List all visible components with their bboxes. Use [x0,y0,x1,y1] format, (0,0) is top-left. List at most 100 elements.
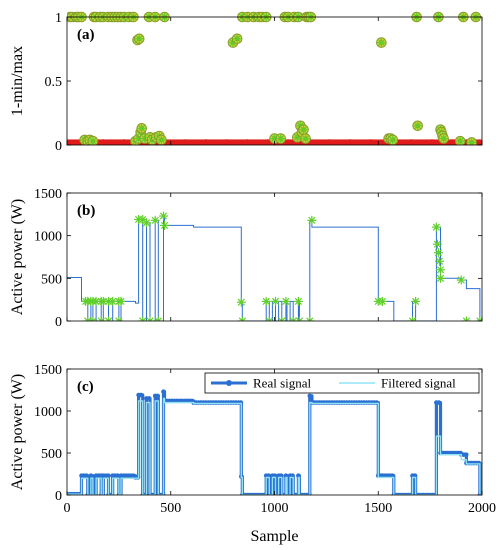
change-point-marker [293,296,303,306]
legend-real-dot [226,380,232,386]
change-point-marker [432,239,442,249]
asterisk-marker [232,34,242,43]
asterisk-stroke [99,297,107,305]
x-axis-label: Sample [251,528,299,545]
asterisk-stroke [159,212,168,220]
change-point-marker [141,218,151,228]
red-point [121,139,127,145]
red-point [100,139,106,145]
asterisk-stroke [271,297,280,305]
filtered-signal-line [67,397,482,495]
real-signal-point [463,452,469,457]
asterisk-stroke [100,317,105,321]
red-point [244,139,250,145]
asterisk-stroke [414,122,422,130]
change-point-marker [407,316,417,321]
asterisk-stroke [278,317,283,321]
asterisk-stroke [462,317,468,321]
asterisk-stroke [268,317,273,321]
asterisk-stroke [433,240,441,248]
red-point [333,141,339,145]
asterisk-stroke [289,317,295,321]
y-tick-label: 0 [55,489,62,504]
asterisk-stroke [302,135,310,142]
asterisk-stroke [432,223,440,231]
red-point [429,139,435,145]
red-point [230,141,236,145]
red-point [415,141,421,145]
change-point-marker [150,215,160,225]
asterisk-stroke [141,317,147,321]
red-point [319,140,325,145]
asterisk-stroke [233,35,241,43]
red-point [210,141,216,145]
change-point-marker [158,211,168,221]
asterisk-stroke [308,216,316,224]
asterisk-stroke [435,257,444,265]
red-point [354,141,360,145]
change-point-marker [307,215,317,225]
asterisk-stroke [436,266,445,274]
y-tick-label: 0 [55,139,62,154]
y-tick-label: 1000 [34,405,62,420]
red-point [73,140,79,145]
asterisk-stroke [92,297,100,305]
asterisk-stroke [84,317,89,321]
change-point-marker [108,296,118,306]
y-tick-label: 1500 [34,187,62,202]
red-point [251,141,257,145]
asterisk-stroke [89,137,97,145]
asterisk-marker [157,135,166,145]
asterisk-stroke [238,317,244,321]
real-signal-point [146,396,152,401]
x-tick-label: 1500 [364,501,392,516]
change-point-marker [456,275,466,285]
change-point-marker [236,297,246,307]
chart-panel-c: Real signal Filtered signal Sample 0 500 1000… [9,363,496,545]
asterisk-stroke [154,317,160,321]
asterisk-stroke [457,276,465,284]
change-point-marker [288,316,298,321]
red-point [107,141,113,145]
plot-content [67,211,482,321]
real-signal-point [307,393,313,399]
change-point-marker [264,316,274,321]
asterisk-stroke [265,317,271,321]
change-point-marker [436,265,445,275]
asterisk-stroke [295,317,301,321]
change-point-marker [277,316,287,321]
y-tick-label: 0.5 [45,75,63,90]
plot-content [67,389,482,495]
red-point [347,139,353,145]
asterisk-stroke [135,35,143,43]
change-point-marker [436,273,445,283]
asterisk-marker [439,134,448,143]
asterisk-marker [377,38,386,47]
real-signal-line [67,390,482,495]
red-point [176,140,182,145]
real-signal-point [105,473,111,478]
asterisk-marker [276,134,285,143]
asterisk-marker [456,136,465,145]
y-axis-label: 1-min/max [9,46,26,116]
change-point-marker [281,296,291,306]
change-point-marker [433,248,443,258]
asterisk-stroke [476,317,481,321]
asterisk-stroke [468,139,476,145]
red-point [450,139,456,145]
red-point [237,140,243,145]
red-point [258,140,264,145]
change-point-marker [431,222,441,232]
red-point [422,140,428,145]
change-point-marker [305,316,315,321]
red-point [217,140,223,145]
red-point [313,141,319,145]
panel-label: (c) [77,379,94,395]
asterisk-stroke [389,136,397,144]
change-point-marker [461,316,471,321]
change-point-marker [475,316,482,321]
asterisk-stroke [86,317,92,321]
red-point [189,141,195,145]
asterisk-stroke [411,297,420,305]
